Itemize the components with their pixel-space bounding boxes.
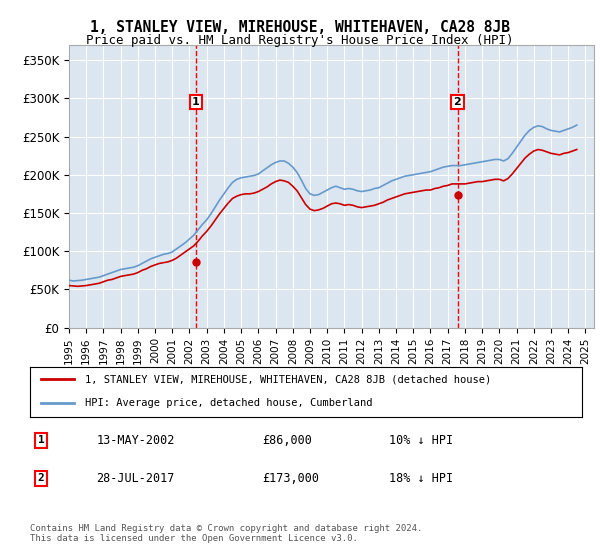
Text: £173,000: £173,000 <box>262 472 319 485</box>
Text: 1, STANLEY VIEW, MIREHOUSE, WHITEHAVEN, CA28 8JB: 1, STANLEY VIEW, MIREHOUSE, WHITEHAVEN, … <box>90 20 510 35</box>
Text: 28-JUL-2017: 28-JUL-2017 <box>96 472 175 485</box>
Text: £86,000: £86,000 <box>262 434 312 447</box>
Text: Contains HM Land Registry data © Crown copyright and database right 2024.
This d: Contains HM Land Registry data © Crown c… <box>30 524 422 543</box>
Text: HPI: Average price, detached house, Cumberland: HPI: Average price, detached house, Cumb… <box>85 398 373 408</box>
Text: 1, STANLEY VIEW, MIREHOUSE, WHITEHAVEN, CA28 8JB (detached house): 1, STANLEY VIEW, MIREHOUSE, WHITEHAVEN, … <box>85 375 491 384</box>
Text: 18% ↓ HPI: 18% ↓ HPI <box>389 472 453 485</box>
Text: 13-MAY-2002: 13-MAY-2002 <box>96 434 175 447</box>
Text: 2: 2 <box>454 97 461 107</box>
Text: 10% ↓ HPI: 10% ↓ HPI <box>389 434 453 447</box>
Text: 1: 1 <box>192 97 200 107</box>
Text: 2: 2 <box>38 473 44 483</box>
Text: Price paid vs. HM Land Registry's House Price Index (HPI): Price paid vs. HM Land Registry's House … <box>86 34 514 46</box>
Text: 1: 1 <box>38 435 44 445</box>
